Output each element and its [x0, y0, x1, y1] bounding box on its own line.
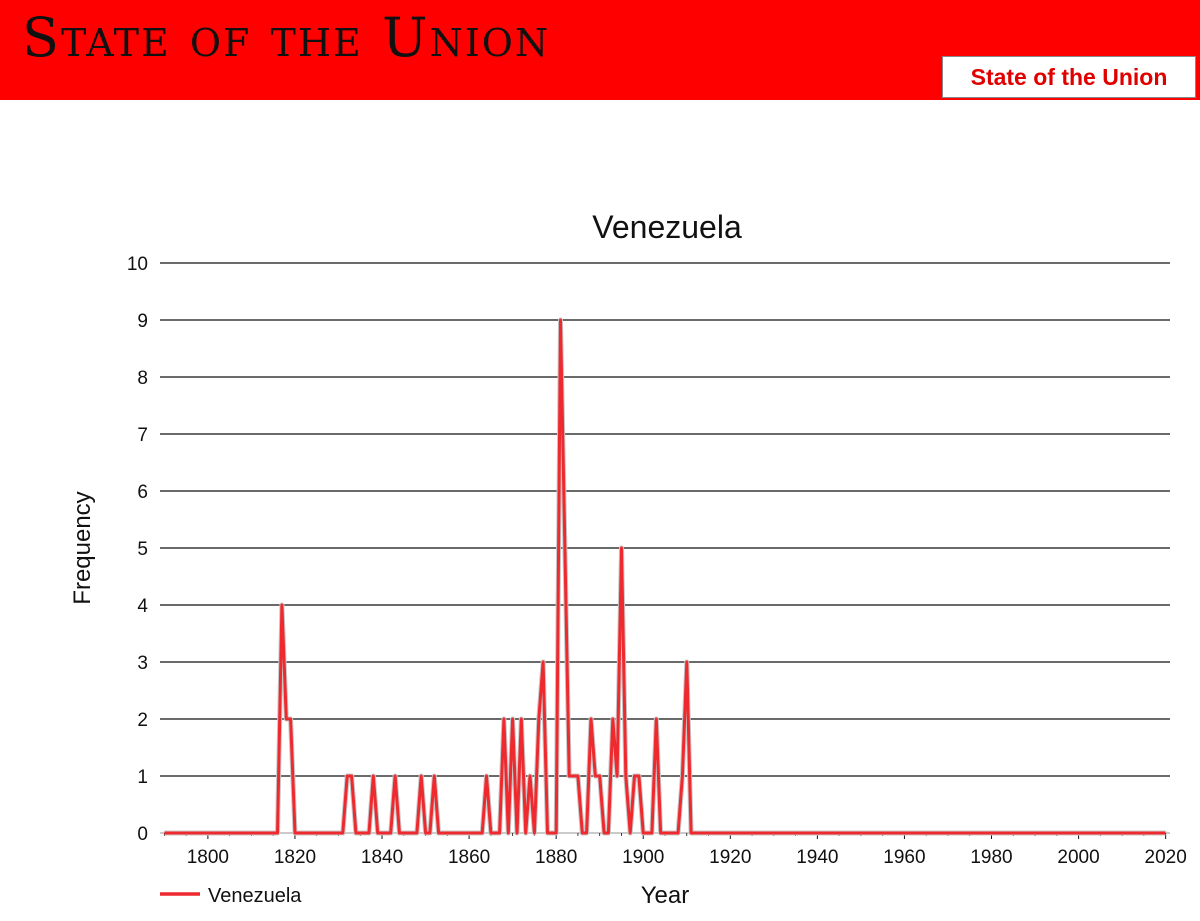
x-tick-label: 1860 [448, 847, 490, 868]
x-tick-label: 1980 [970, 847, 1012, 868]
x-tick-label: 1900 [622, 847, 664, 868]
y-tick-label: 0 [137, 824, 148, 845]
legend-label-venezuela: Venezuela [208, 885, 302, 907]
y-tick-label: 9 [137, 311, 148, 332]
chart-title: Venezuela [592, 209, 742, 245]
x-tick-label: 1840 [361, 847, 403, 868]
y-tick-label: 10 [127, 254, 148, 275]
y-tick-label: 3 [137, 653, 148, 674]
y-tick-label: 6 [137, 482, 148, 503]
x-tick-label: 1940 [796, 847, 838, 868]
y-axis-ticks: 0 1 2 3 4 5 6 7 8 9 10 [127, 254, 149, 845]
x-axis-label: Year [641, 882, 690, 909]
state-of-the-union-link[interactable]: State of the Union [942, 56, 1196, 98]
y-tick-label: 5 [137, 539, 148, 560]
y-tick-label: 7 [137, 425, 148, 446]
x-tick-label: 1960 [883, 847, 925, 868]
y-tick-label: 4 [137, 596, 148, 617]
x-tick-label: 1800 [187, 847, 229, 868]
x-tick-label: 1920 [709, 847, 751, 868]
x-tick-label: 2020 [1145, 847, 1187, 868]
x-tick-label: 1820 [274, 847, 316, 868]
series-group [164, 317, 1166, 836]
y-axis-label: Frequency [69, 491, 96, 604]
x-axis-ticks: 1800 1820 1840 1860 1880 1900 1920 1940 1960 1980… [160, 832, 1187, 868]
header-banner: State of the Union State of the Union [0, 0, 1200, 100]
x-tick-label: 1880 [535, 847, 577, 868]
site-title: State of the Union [22, 6, 551, 69]
legend: Venezuela [160, 885, 302, 907]
y-tick-label: 2 [137, 710, 148, 731]
series-line-venezuela [164, 318, 1166, 835]
gridlines [160, 262, 1170, 777]
y-tick-label: 8 [137, 368, 148, 389]
x-tick-label: 2000 [1057, 847, 1099, 868]
y-tick-label: 1 [137, 767, 148, 788]
series-line-shadow [164, 317, 1166, 836]
